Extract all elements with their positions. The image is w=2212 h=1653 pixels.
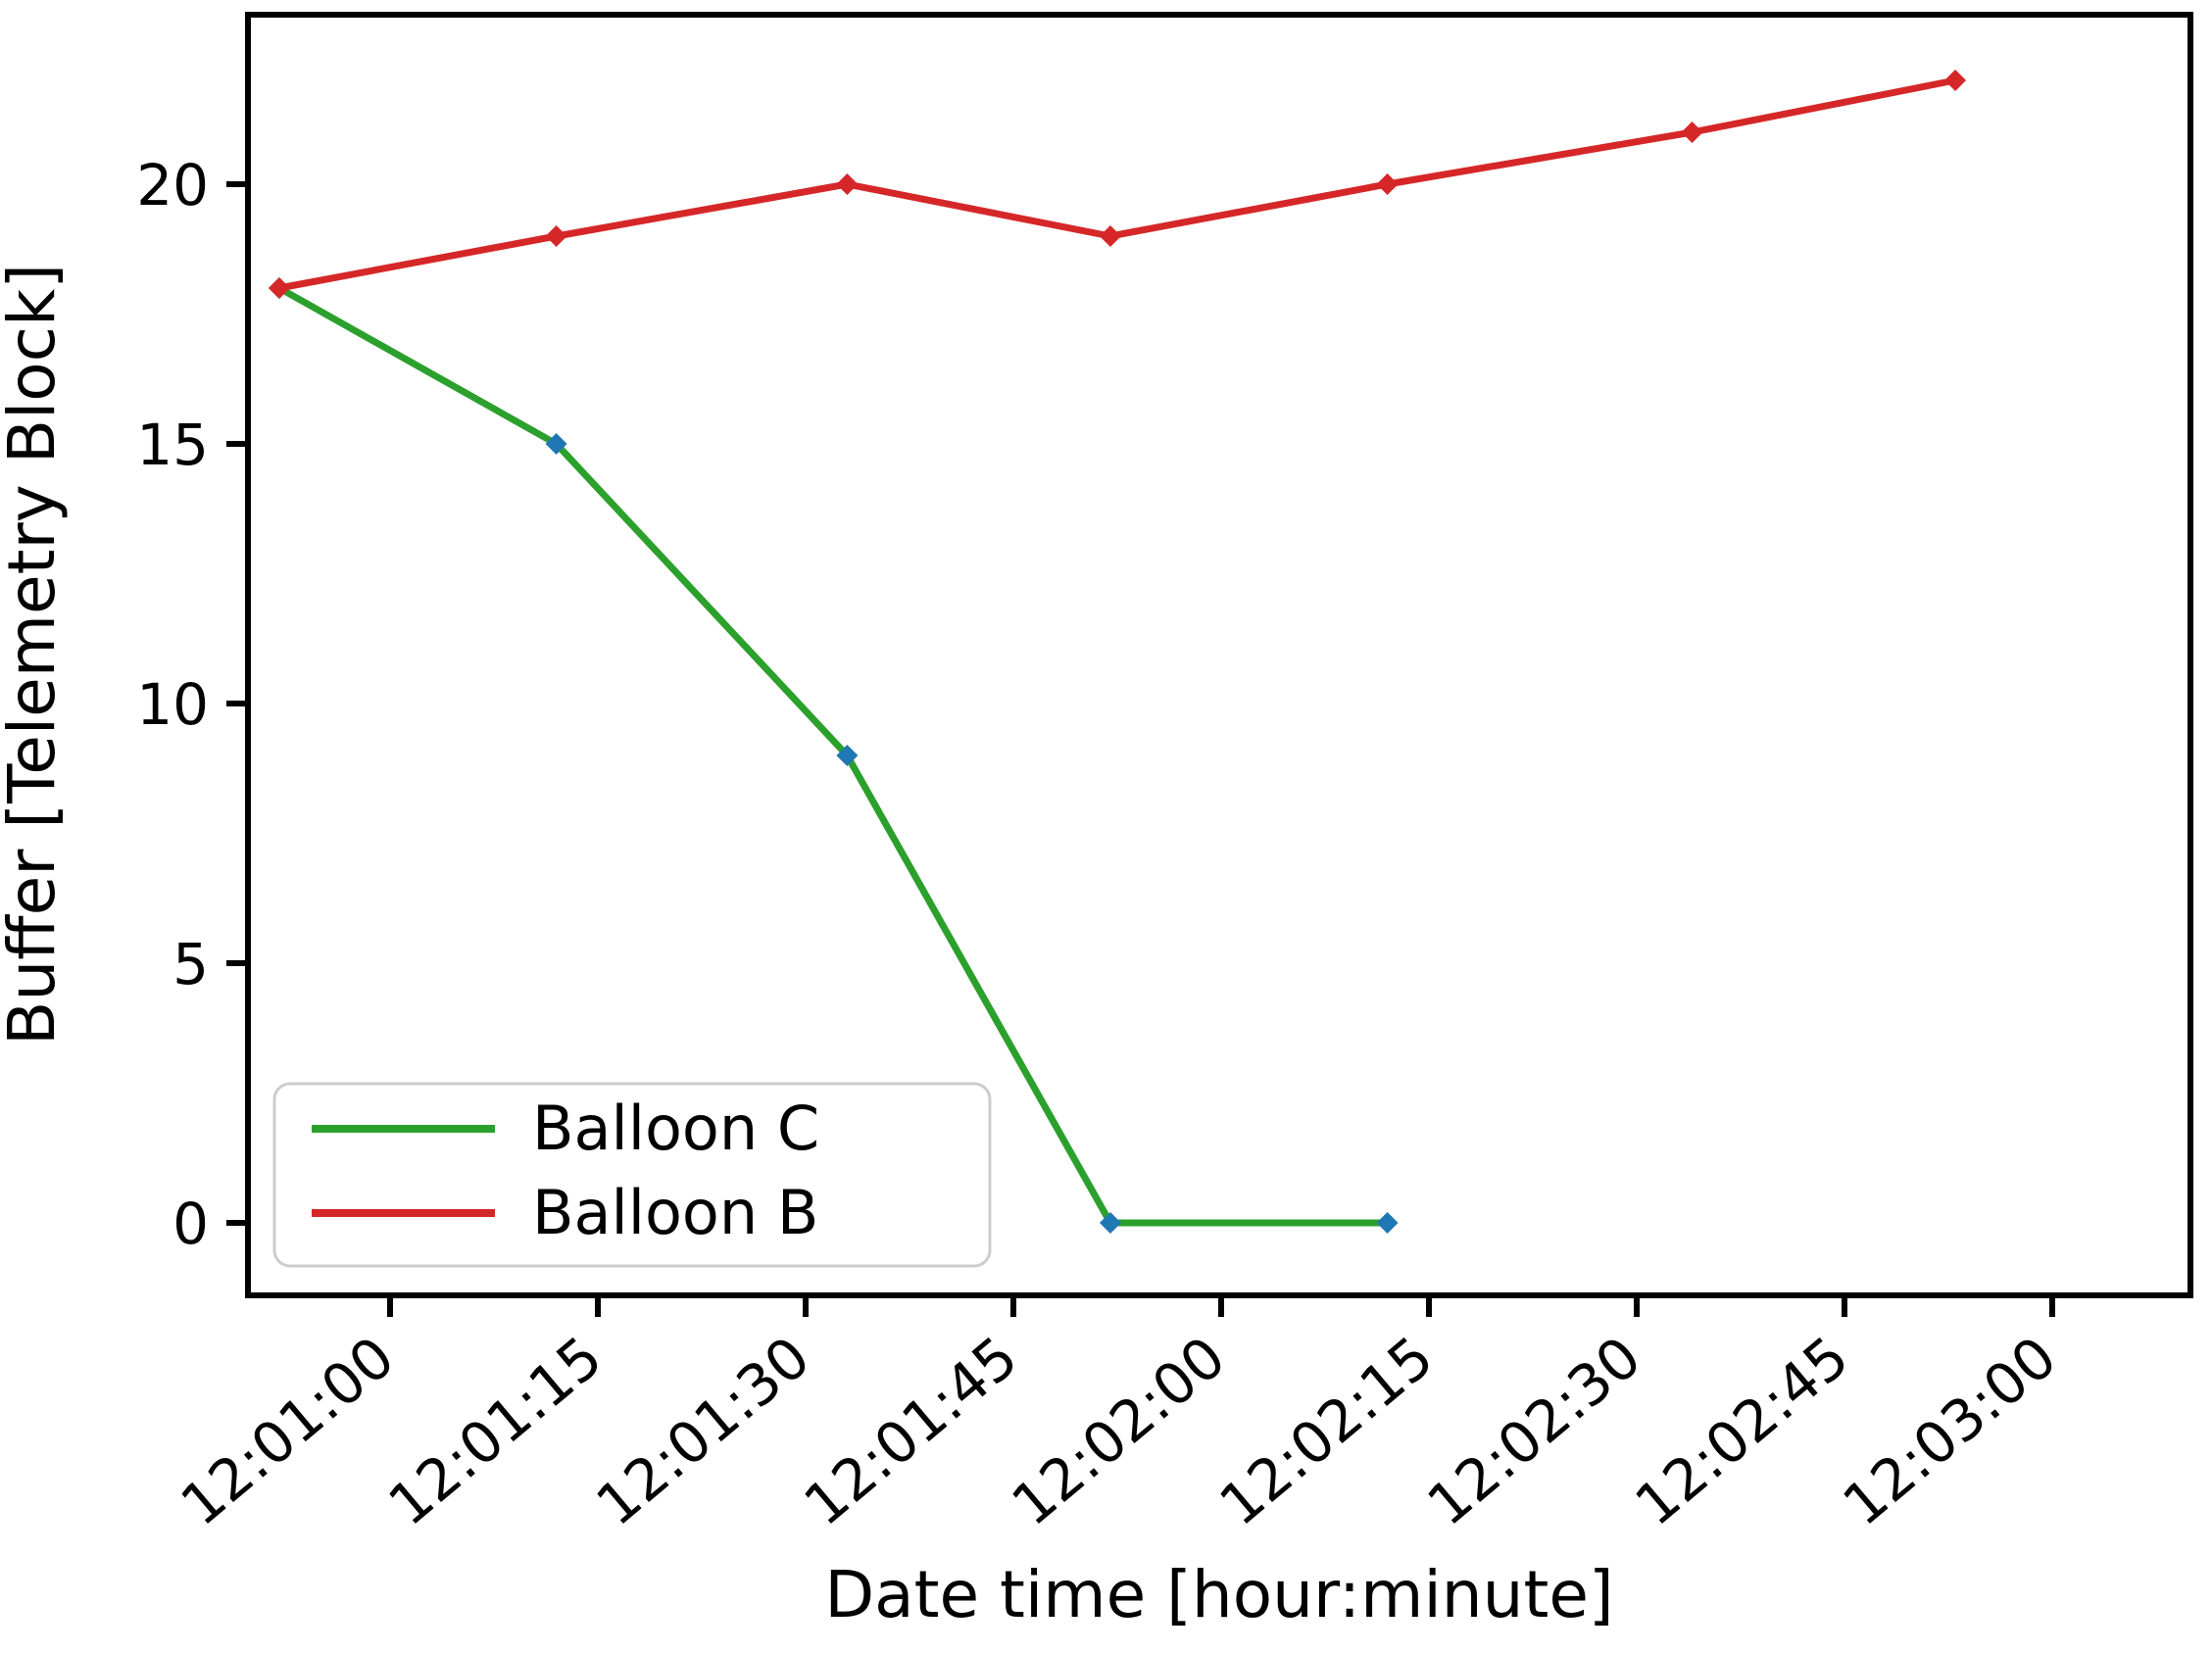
data-point-marker-balloon-c <box>836 745 859 766</box>
x-axis-label: Date time [hour:minute] <box>824 1557 1613 1632</box>
legend: Balloon C Balloon B <box>272 1082 992 1268</box>
data-point-marker-balloon-b <box>268 277 290 299</box>
x-tick-label: 12:02:45 <box>1623 1324 1861 1539</box>
y-tick-label: 10 <box>136 671 209 738</box>
plot-area-border <box>245 12 2193 1298</box>
series-line-balloon-b <box>275 76 1959 292</box>
data-point-marker-balloon-c <box>1099 1212 1121 1234</box>
y-tick-label: 20 <box>136 152 209 219</box>
data-point-marker-balloon-b <box>1681 122 1703 143</box>
x-tick-label: 12:02:00 <box>1000 1324 1238 1539</box>
x-tick-label: 12:01:15 <box>376 1324 614 1539</box>
x-tick-label: 12:01:45 <box>792 1324 1030 1539</box>
legend-label: Balloon B <box>532 1177 818 1248</box>
x-tick-label: 12:02:30 <box>1415 1324 1653 1539</box>
series-group <box>268 70 1967 1234</box>
y-tick-label: 15 <box>136 412 209 478</box>
data-point-marker-balloon-b <box>836 173 859 195</box>
y-tick-label: 5 <box>172 931 209 997</box>
legend-label: Balloon C <box>532 1093 819 1164</box>
axis-ticks-group: 12:01:0012:01:1512:01:3012:01:4512:02:00… <box>136 152 2069 1538</box>
data-point-marker-balloon-b <box>1944 70 1967 91</box>
data-point-marker-balloon-b <box>545 225 567 247</box>
y-axis-label: Buffer [Telemetry Block] <box>0 264 70 1045</box>
x-tick-label: 12:01:00 <box>169 1324 407 1539</box>
y-tick-label: 0 <box>172 1191 209 1257</box>
data-point-marker-balloon-b <box>1099 225 1121 247</box>
data-point-marker-balloon-c <box>1376 1212 1399 1234</box>
data-point-marker-balloon-b <box>1376 173 1399 195</box>
x-tick-label: 12:03:00 <box>1831 1324 2069 1539</box>
x-tick-label: 12:02:15 <box>1207 1324 1446 1539</box>
data-point-marker-balloon-c <box>545 433 567 455</box>
x-tick-label: 12:01:30 <box>584 1324 822 1539</box>
